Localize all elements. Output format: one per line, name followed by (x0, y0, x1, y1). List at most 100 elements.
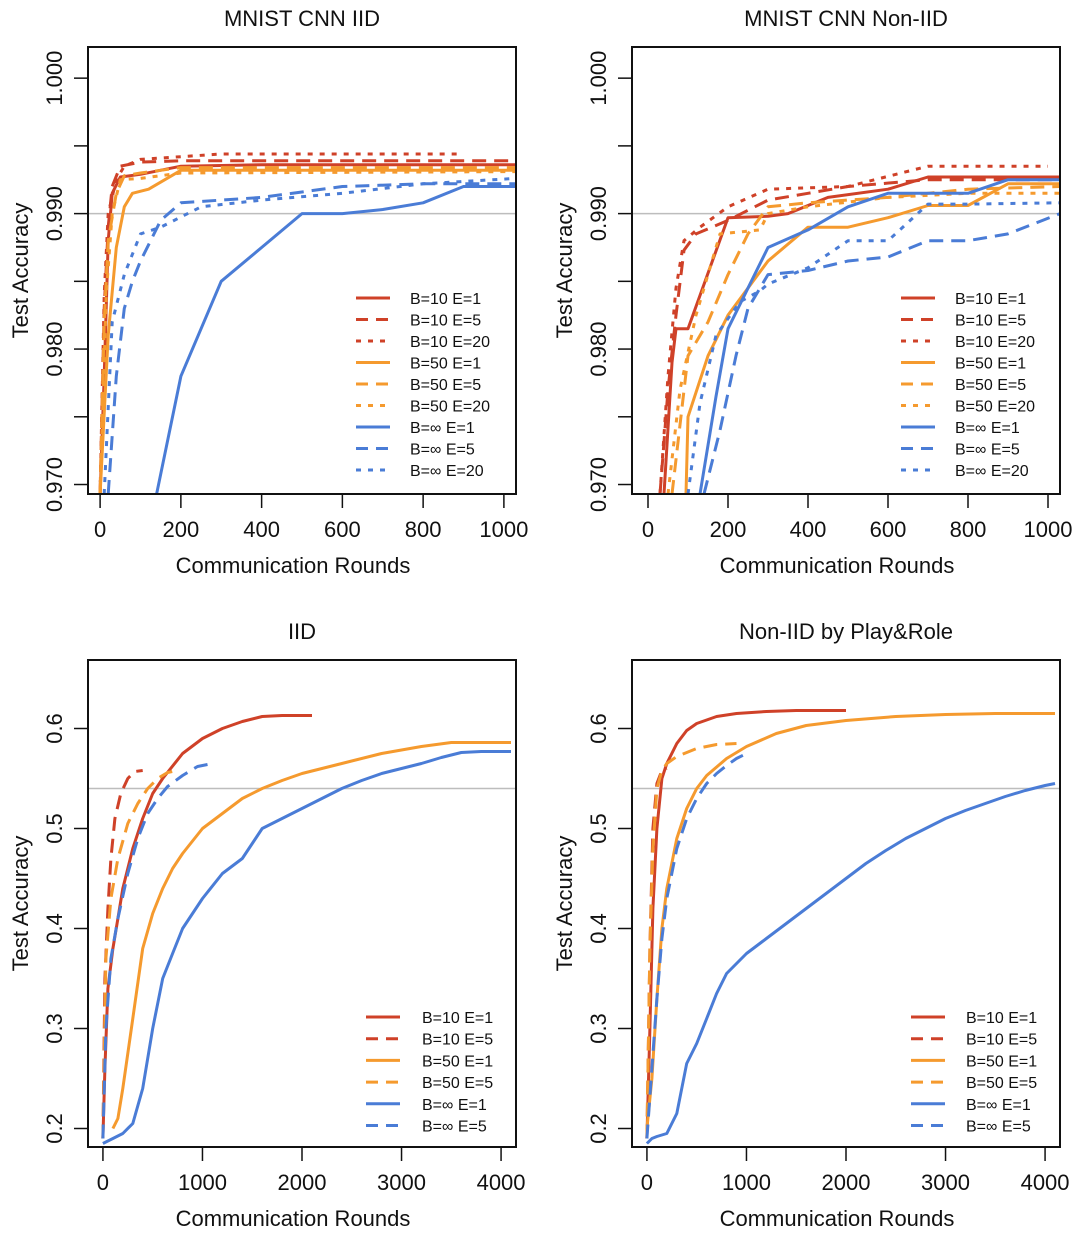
series-line-5 (98, 170, 516, 494)
legend-label-8: B=∞ E=20 (410, 463, 484, 480)
chart-title: MNIST CNN IID (224, 6, 380, 31)
x-tick-label: 0 (97, 1170, 109, 1195)
series-group (101, 714, 511, 1145)
legend: B=10 E=1 B=10 E=5 B=50 E=1 B=50 E=5 B=∞ E=1 B… (911, 1010, 1037, 1136)
chart-panel-mnist-iid: MNIST CNN IID 0 200 400 600 800 1000 0.970 0.980… (8, 6, 528, 578)
y-tick-label: 0.3 (586, 1013, 611, 1044)
plot-frame (631, 659, 1061, 1148)
series-line-4 (98, 166, 516, 494)
x-tick-label: 600 (870, 517, 907, 542)
x-tick-label: 1000 (178, 1170, 227, 1195)
legend-label-7: B=∞ E=5 (410, 442, 475, 459)
y-tick-label: 0.2 (42, 1113, 67, 1144)
series-line-0 (101, 714, 312, 1139)
series-line-5 (666, 191, 1060, 494)
x-tick-label: 1000 (479, 517, 528, 542)
y-tick-label: 0.990 (586, 186, 611, 241)
legend-label-4: B=50 E=5 (410, 377, 481, 394)
x-tick-label: 400 (790, 517, 827, 542)
y-tick-label: 0.2 (586, 1113, 611, 1144)
y-tick-label: 0.3 (42, 1013, 67, 1044)
legend-label-0: B=10 E=1 (955, 291, 1026, 308)
legend-label-1: B=10 E=5 (955, 313, 1026, 330)
series-group (645, 709, 1056, 1145)
x-tick-label: 1000 (1024, 517, 1073, 542)
chart-panel-mnist-noniid: MNIST CNN Non-IID 0 200 400 600 800 1000 0.970 0… (552, 6, 1072, 578)
series-line-6 (155, 185, 516, 494)
series-line-3 (645, 742, 737, 1139)
x-tick-label: 1000 (722, 1170, 771, 1195)
x-tick-label: 600 (324, 517, 361, 542)
y-tick-label: 0.6 (586, 713, 611, 744)
series-line-7 (106, 182, 516, 494)
legend-label-7: B=∞ E=5 (955, 442, 1020, 459)
legend-label-4: B=∞ E=1 (422, 1097, 487, 1114)
x-axis-label: Communication Rounds (176, 553, 411, 578)
x-tick-label: 2000 (822, 1170, 871, 1195)
x-tick-label: 800 (405, 517, 442, 542)
legend-label-5: B=∞ E=5 (966, 1119, 1031, 1136)
legend-label-1: B=10 E=5 (410, 313, 481, 330)
series-line-5 (101, 762, 213, 1139)
legend-label-2: B=10 E=20 (955, 334, 1035, 351)
series-line-7 (702, 212, 1060, 494)
x-tick-label: 0 (642, 517, 654, 542)
legend-label-2: B=10 E=20 (410, 334, 490, 351)
x-axis-label: Communication Rounds (176, 1206, 411, 1231)
x-tick-label: 3000 (921, 1170, 970, 1195)
legend-label-4: B=50 E=5 (955, 377, 1026, 394)
plot-frame (87, 46, 517, 495)
legend-label-0: B=10 E=1 (966, 1010, 1037, 1027)
chart-title: IID (288, 619, 316, 644)
y-axis-label: Test Accuracy (552, 203, 577, 339)
series-line-2 (658, 164, 1048, 494)
legend-label-3: B=50 E=5 (966, 1075, 1037, 1092)
x-axis-label: Communication Rounds (720, 1206, 955, 1231)
chart-title: MNIST CNN Non-IID (744, 6, 948, 31)
y-axis-label: Test Accuracy (552, 836, 577, 972)
y-tick-label: 0.970 (42, 457, 67, 512)
legend: B=10 E=1 B=10 E=5 B=10 E=20 B=50 E=1 B=50 E=… (901, 291, 1035, 480)
x-tick-label: 800 (950, 517, 987, 542)
series-group (98, 152, 516, 494)
series-line-1 (658, 178, 1060, 494)
chart-panel-iid: IID 0 1000 2000 3000 4000 0.2 0.3 0.4 0.5 0.6 Commu… (8, 619, 526, 1231)
x-tick-label: 3000 (377, 1170, 426, 1195)
x-tick-label: 200 (710, 517, 747, 542)
chart-title: Non-IID by Play&Role (739, 619, 953, 644)
series-line-6 (698, 178, 1060, 494)
legend-label-6: B=∞ E=1 (410, 420, 475, 437)
legend-label-3: B=50 E=5 (422, 1075, 493, 1092)
x-tick-label: 2000 (278, 1170, 327, 1195)
series-line-0 (645, 709, 846, 1139)
series-line-3 (684, 182, 1060, 494)
chart-panel-noniid-play-role: Non-IID by Play&Role 0 1000 2000 3000 4000 0.2… (552, 619, 1070, 1231)
legend-label-1: B=10 E=5 (422, 1032, 493, 1049)
legend-label-5: B=50 E=20 (955, 399, 1035, 416)
legend-label-0: B=10 E=1 (410, 291, 481, 308)
x-tick-label: 0 (641, 1170, 653, 1195)
x-tick-label: 200 (163, 517, 200, 542)
legend-label-2: B=50 E=1 (422, 1053, 493, 1070)
series-line-3 (98, 168, 516, 494)
legend-label-2: B=50 E=1 (966, 1053, 1037, 1070)
y-axis-label: Test Accuracy (8, 836, 33, 972)
x-axis-label: Communication Rounds (720, 553, 955, 578)
x-tick-label: 0 (94, 517, 106, 542)
series-line-5 (645, 752, 748, 1139)
y-tick-label: 0.5 (586, 813, 611, 844)
series-line-4 (102, 750, 511, 1145)
legend-label-8: B=∞ E=20 (955, 463, 1029, 480)
plot-frame (87, 659, 517, 1148)
y-tick-label: 0.980 (42, 322, 67, 377)
y-tick-label: 0.6 (42, 713, 67, 744)
series-line-2 (111, 741, 511, 1130)
series-line-0 (98, 163, 516, 494)
legend-label-1: B=10 E=5 (966, 1032, 1037, 1049)
y-tick-label: 1.000 (42, 51, 67, 106)
legend-label-5: B=∞ E=5 (422, 1119, 487, 1136)
series-line-8 (102, 176, 516, 494)
legend-label-0: B=10 E=1 (422, 1010, 493, 1027)
legend-label-3: B=50 E=1 (955, 356, 1026, 373)
